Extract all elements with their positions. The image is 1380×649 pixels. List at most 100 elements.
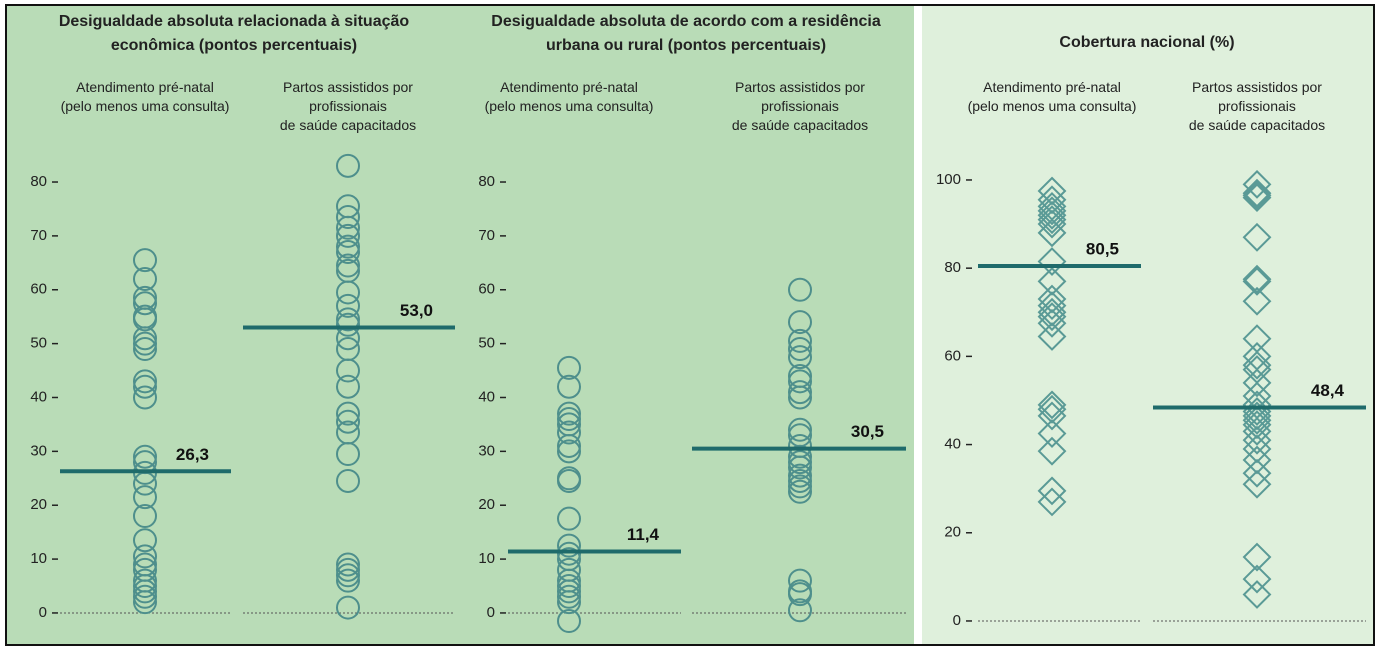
median-label: 11,4	[627, 525, 660, 544]
point	[788, 277, 812, 302]
point	[133, 331, 157, 356]
point	[557, 439, 581, 464]
point	[1242, 410, 1272, 440]
point	[1242, 368, 1272, 398]
point	[133, 266, 157, 291]
point	[133, 485, 157, 510]
point	[1037, 176, 1067, 206]
point	[133, 337, 157, 362]
y-tick-label: 20	[944, 524, 961, 541]
point	[1242, 178, 1272, 208]
y-tick-label: 70	[30, 227, 47, 244]
point	[336, 409, 360, 434]
point	[557, 506, 581, 531]
point	[133, 326, 157, 351]
point	[1037, 436, 1067, 466]
y-tick-label: 20	[478, 496, 495, 513]
point	[1037, 419, 1067, 448]
point	[133, 503, 157, 528]
y-tick-label: 40	[478, 388, 495, 405]
y-tick-label: 60	[30, 281, 47, 298]
point	[1037, 322, 1067, 351]
point	[133, 590, 157, 615]
point	[557, 468, 581, 493]
category-label: Atendimento pré-natal (pelo menos uma co…	[60, 79, 230, 114]
point	[336, 253, 360, 278]
point	[336, 568, 360, 593]
point	[336, 595, 360, 620]
point	[788, 568, 812, 593]
point	[1037, 196, 1067, 226]
point	[1242, 180, 1272, 210]
point	[1037, 209, 1067, 239]
point	[557, 590, 581, 615]
point	[1242, 469, 1272, 499]
point	[557, 574, 581, 599]
point	[788, 455, 812, 480]
point	[1037, 247, 1067, 276]
point	[1037, 291, 1067, 321]
category-label: Atendimento pré-natal (pelo menos uma co…	[967, 79, 1137, 114]
point	[1242, 169, 1272, 199]
point	[1242, 458, 1272, 488]
median-label: 30,5	[851, 422, 884, 441]
point	[788, 337, 812, 362]
y-tick-label: 70	[478, 227, 495, 244]
y-tick-label: 60	[478, 281, 495, 298]
point	[557, 420, 581, 445]
point	[788, 463, 812, 488]
point	[133, 528, 157, 553]
point	[1242, 564, 1272, 594]
point	[1037, 185, 1067, 215]
point	[1242, 542, 1272, 572]
point	[336, 312, 360, 337]
point	[1242, 183, 1272, 213]
point	[788, 598, 812, 623]
point	[1037, 308, 1067, 338]
point	[336, 401, 360, 426]
y-tick-label: 30	[30, 442, 47, 459]
y-tick-label: 40	[30, 388, 47, 405]
y-tick-label: 0	[39, 604, 47, 621]
point	[1037, 284, 1067, 314]
point	[788, 380, 812, 405]
point	[336, 358, 360, 383]
point	[336, 240, 360, 265]
y-tick-label: 10	[30, 550, 47, 567]
point	[1037, 390, 1067, 420]
point	[1242, 445, 1272, 475]
point	[557, 355, 581, 380]
y-tick-label: 50	[30, 335, 47, 352]
y-tick-label: 80	[944, 259, 961, 276]
point	[336, 374, 360, 399]
point	[557, 541, 581, 566]
point	[1242, 580, 1272, 609]
point	[788, 479, 812, 504]
y-tick-label: 50	[478, 335, 495, 352]
frame	[5, 4, 1375, 646]
point	[1242, 405, 1272, 435]
point	[1242, 401, 1272, 431]
point	[557, 433, 581, 458]
point	[133, 291, 157, 316]
point	[336, 442, 360, 467]
point	[1242, 425, 1272, 455]
median-label: 26,3	[176, 445, 209, 464]
y-tick-label: 30	[478, 442, 495, 459]
point	[788, 444, 812, 469]
point	[1242, 266, 1272, 296]
point	[133, 385, 157, 410]
point	[1037, 476, 1067, 506]
point	[133, 579, 157, 604]
point	[788, 369, 812, 394]
point	[133, 248, 157, 273]
median-label: 53,0	[400, 301, 433, 320]
point	[1037, 487, 1067, 517]
y-tick-label: 80	[30, 173, 47, 190]
point	[788, 328, 812, 353]
point	[557, 609, 581, 634]
point	[1242, 350, 1272, 380]
point	[557, 401, 581, 426]
point	[1037, 266, 1067, 296]
point	[133, 369, 157, 394]
